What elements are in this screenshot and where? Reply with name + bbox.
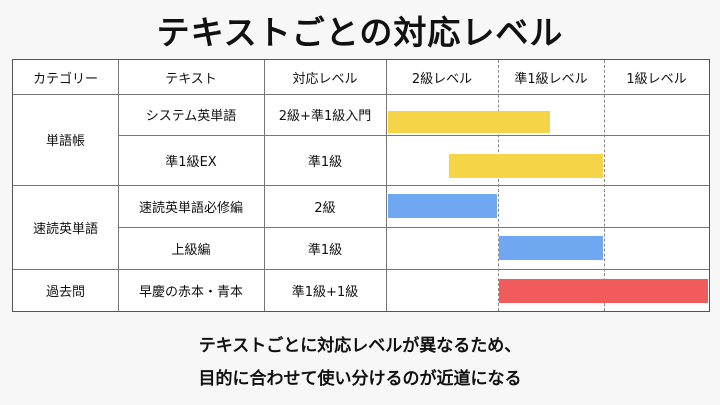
row-level: 2級+準1級入門	[278, 109, 372, 124]
row-text: 早慶の赤本・青本	[138, 284, 243, 300]
level-bar	[449, 154, 603, 178]
level-bar	[388, 111, 550, 133]
caption-line-2: 目的に合わせて使い分けるのが近道になる	[198, 369, 522, 389]
level-bar	[499, 236, 603, 260]
col-divider	[386, 60, 387, 311]
level-divider	[498, 60, 499, 311]
row-divider	[118, 135, 709, 136]
row-text: 速読英単語必修編	[138, 200, 243, 216]
col-divider	[264, 60, 265, 311]
group-divider	[13, 185, 709, 186]
header-divider	[13, 94, 709, 95]
group-wordbook: 単語帳	[45, 134, 85, 149]
row-level: 準1級+1級	[291, 284, 359, 300]
group-divider	[13, 269, 709, 270]
header-level-1: 1級レベル	[626, 71, 687, 87]
header-level-2: 2級レベル	[411, 71, 473, 87]
header-level-pre1: 準1級レベル	[514, 71, 588, 87]
header-category: カテゴリー	[32, 71, 98, 87]
col-divider	[118, 60, 119, 311]
slide-title: テキストごとの対応レベル	[156, 13, 564, 52]
row-text: 上級編	[171, 242, 211, 258]
header-text: テキスト	[165, 71, 217, 87]
row-level: 準1級	[307, 154, 343, 170]
level-table: カテゴリー テキスト 対応レベル 2級レベル 準1級レベル 1級レベル 単語帳 …	[12, 59, 710, 312]
row-text: 準1級EX	[165, 154, 217, 170]
group-past-exams: 過去問	[45, 284, 85, 300]
level-bar	[388, 194, 497, 218]
header-level: 対応レベル	[292, 71, 358, 87]
row-level: 準1級	[307, 242, 343, 258]
row-level: 2級	[314, 200, 336, 216]
row-text: システム英単語	[145, 109, 237, 124]
level-divider	[604, 60, 605, 311]
row-divider	[118, 227, 709, 228]
level-bar	[499, 279, 708, 303]
caption-line-1: テキストごとに対応レベルが異なるため、	[198, 336, 522, 356]
group-sokudoku: 速読英単語	[32, 221, 98, 237]
